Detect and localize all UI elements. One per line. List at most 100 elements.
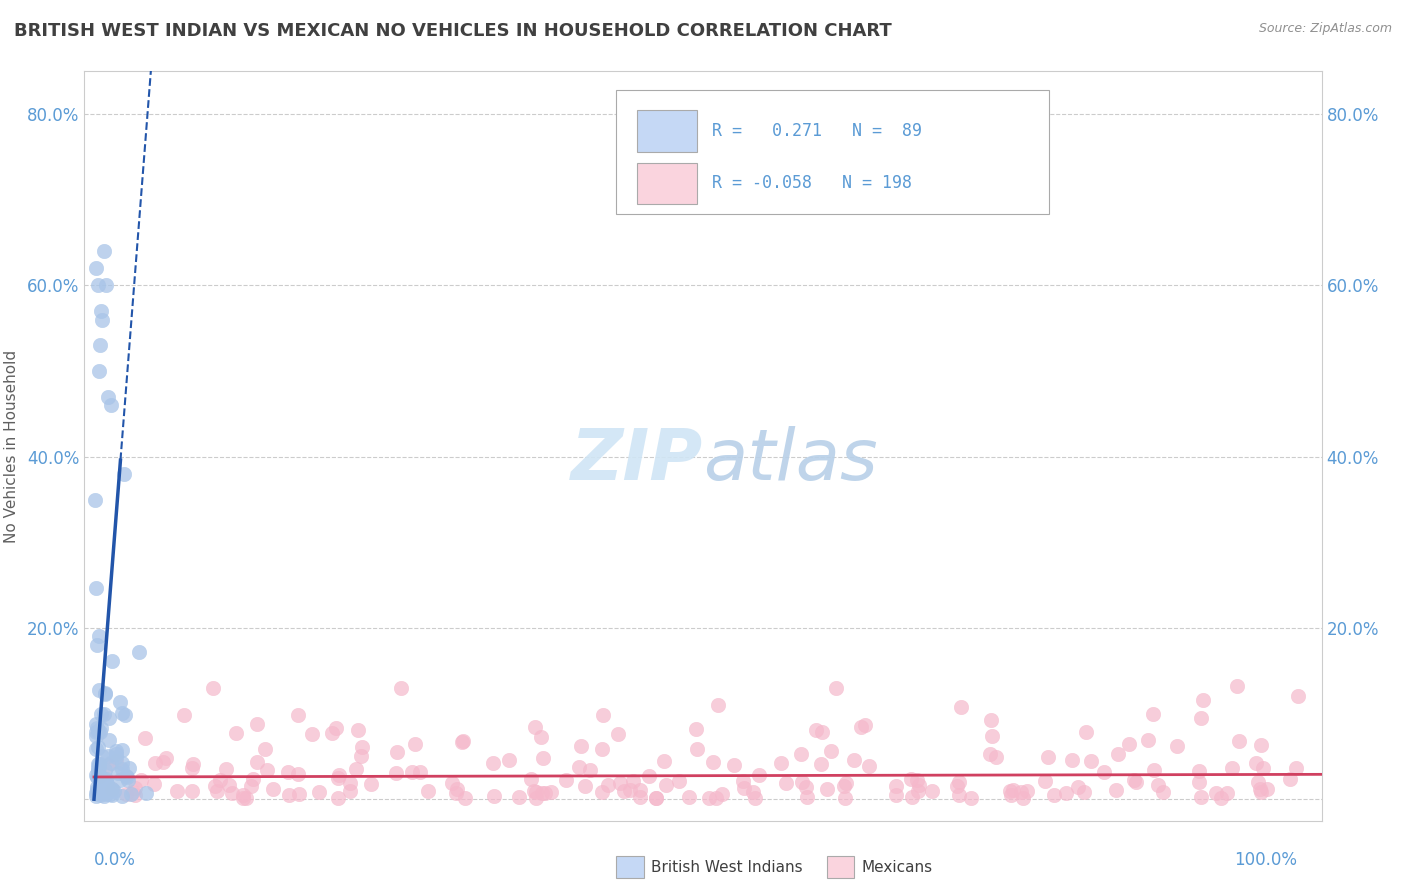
Point xyxy=(508,790,530,805)
Point xyxy=(166,784,188,798)
Point xyxy=(1250,785,1272,799)
Bar xyxy=(616,855,644,879)
Point xyxy=(91,786,114,800)
Point xyxy=(90,783,112,797)
Point xyxy=(579,763,602,777)
Point xyxy=(806,723,828,737)
Point xyxy=(288,788,311,802)
Point xyxy=(89,683,111,698)
Text: 0.0%: 0.0% xyxy=(94,851,136,869)
Point xyxy=(815,781,838,796)
Text: Mexicans: Mexicans xyxy=(862,860,932,874)
Point xyxy=(1107,747,1129,761)
Point xyxy=(1073,784,1095,798)
Point xyxy=(84,729,107,743)
Point xyxy=(574,779,596,793)
Point xyxy=(1209,791,1232,805)
Point xyxy=(155,751,177,765)
Point xyxy=(128,645,150,659)
Point xyxy=(907,784,929,798)
Point xyxy=(181,761,204,775)
Point xyxy=(706,791,728,805)
Text: 100.0%: 100.0% xyxy=(1234,851,1298,869)
Point xyxy=(100,398,122,412)
Point xyxy=(262,782,284,797)
Point xyxy=(84,492,107,507)
Point xyxy=(1076,724,1098,739)
Point xyxy=(1166,739,1188,753)
Point xyxy=(86,742,108,756)
Point xyxy=(523,719,546,733)
Point xyxy=(686,741,709,756)
Point xyxy=(97,784,120,798)
Point xyxy=(84,717,107,731)
Point xyxy=(790,775,813,789)
Point xyxy=(1137,732,1160,747)
Point xyxy=(339,784,361,798)
Point xyxy=(858,759,880,773)
Point xyxy=(86,786,108,800)
Bar xyxy=(637,162,697,204)
Point xyxy=(93,789,115,804)
Point xyxy=(97,732,120,747)
Point xyxy=(520,772,543,787)
Point xyxy=(89,789,111,803)
Point xyxy=(89,778,111,792)
Point xyxy=(592,708,614,723)
Point xyxy=(540,785,562,799)
Point xyxy=(87,758,110,772)
Point xyxy=(246,716,269,731)
Point xyxy=(100,783,122,797)
Point xyxy=(1188,775,1211,789)
Point xyxy=(678,790,700,805)
Point xyxy=(97,390,120,404)
Point xyxy=(668,774,690,789)
Point xyxy=(385,766,408,780)
Point xyxy=(851,720,873,734)
Point xyxy=(810,756,832,771)
Point xyxy=(94,685,117,699)
Point xyxy=(1246,756,1268,770)
Point xyxy=(256,763,278,777)
Point xyxy=(173,708,195,723)
Point xyxy=(921,784,943,798)
Point xyxy=(524,785,547,799)
Point xyxy=(152,755,174,769)
Point xyxy=(105,750,128,764)
Point xyxy=(980,713,1002,727)
Point xyxy=(810,724,832,739)
Point xyxy=(111,743,134,757)
Point xyxy=(84,768,107,782)
Point xyxy=(89,769,111,783)
Point xyxy=(654,754,676,768)
Point xyxy=(90,770,112,784)
Point xyxy=(94,772,117,787)
Point xyxy=(96,772,118,786)
Point xyxy=(820,743,842,757)
Point xyxy=(100,756,122,771)
Point xyxy=(278,788,301,802)
Point xyxy=(1011,790,1033,805)
Point xyxy=(948,788,970,802)
Point xyxy=(235,790,257,805)
Point xyxy=(1105,782,1128,797)
Point xyxy=(111,756,134,771)
Point xyxy=(124,780,146,795)
Point xyxy=(1123,772,1146,787)
Point xyxy=(1227,733,1250,747)
Point xyxy=(111,706,134,721)
Point xyxy=(89,725,111,739)
Point xyxy=(96,775,118,789)
Point xyxy=(205,783,228,797)
Point xyxy=(655,778,678,792)
Point xyxy=(979,747,1001,761)
Point xyxy=(1002,782,1025,797)
Point xyxy=(742,785,765,799)
Point xyxy=(702,755,724,769)
Point xyxy=(1143,763,1166,777)
Point xyxy=(482,756,505,770)
Point xyxy=(446,786,468,800)
Point xyxy=(118,762,141,776)
Point xyxy=(134,731,156,745)
Point xyxy=(628,782,651,797)
